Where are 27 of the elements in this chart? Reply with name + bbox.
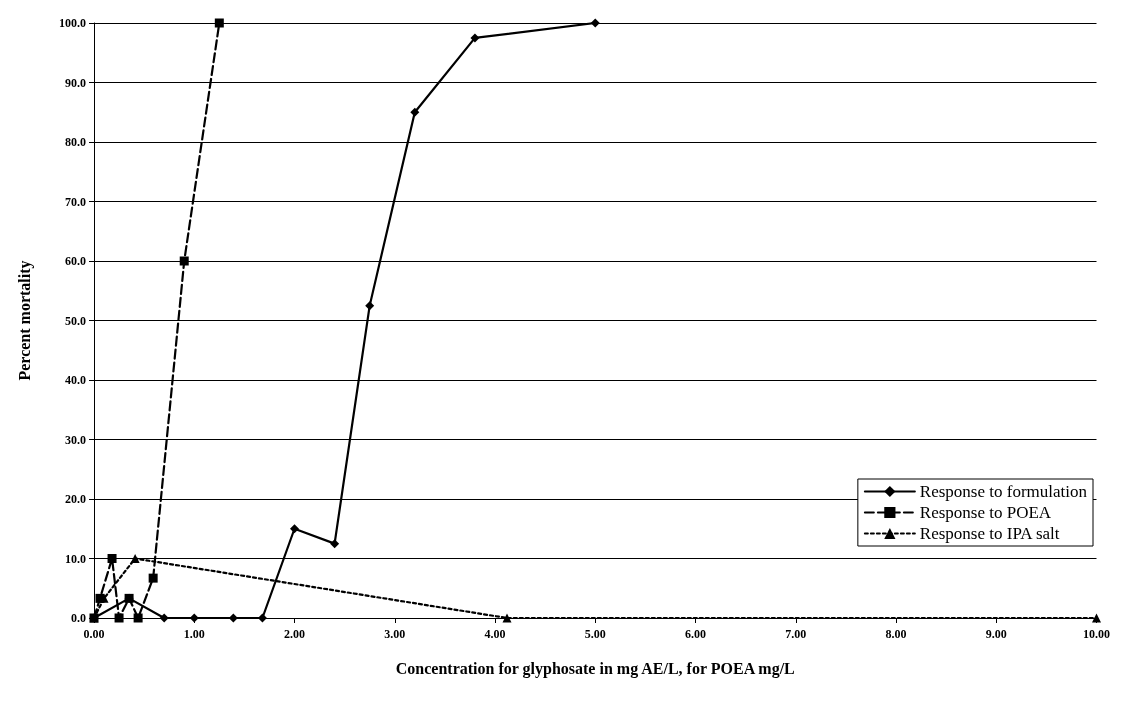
x-tick-label: 4.00: [484, 627, 506, 641]
x-tick-label: 5.00: [584, 627, 606, 641]
y-tick-label: 30.0: [65, 432, 86, 447]
x-tick-label: 8.00: [885, 627, 907, 641]
x-tick-label: 1.00: [183, 627, 205, 641]
y-tick-label: 40.0: [65, 373, 86, 387]
x-tick-label: 10.00: [1083, 627, 1110, 641]
x-tick-label: 0.00: [83, 627, 105, 641]
y-tick-label: 100.0: [59, 16, 86, 30]
y-tick-label: 60.0: [65, 254, 86, 268]
x-tick-label: 9.00: [985, 627, 1007, 641]
y-tick-label: 20.0: [65, 492, 86, 506]
legend-label: Response to IPA salt: [919, 524, 1060, 543]
x-axis-title: Concentration for glyphosate in mg AE/L, for POEA mg/L: [395, 659, 795, 678]
y-tick-label: 80.0: [65, 135, 86, 149]
y-tick-label: 70.0: [65, 194, 86, 209]
legend-label: Response to POEA: [919, 503, 1052, 522]
y-tick-label: 0.0: [71, 611, 86, 625]
x-tick-label: 6.00: [685, 627, 706, 641]
legend-label: Response to formulation: [919, 482, 1088, 501]
y-axis-title: Percent mortality: [15, 260, 34, 381]
x-tick-label: 7.00: [785, 627, 807, 641]
y-tick-label: 90.0: [65, 75, 86, 90]
y-tick-label: 10.0: [65, 551, 86, 566]
y-tick-label: 50.0: [65, 313, 86, 328]
x-tick-label: 3.00: [384, 627, 406, 641]
x-tick-label: 2.00: [284, 627, 305, 641]
